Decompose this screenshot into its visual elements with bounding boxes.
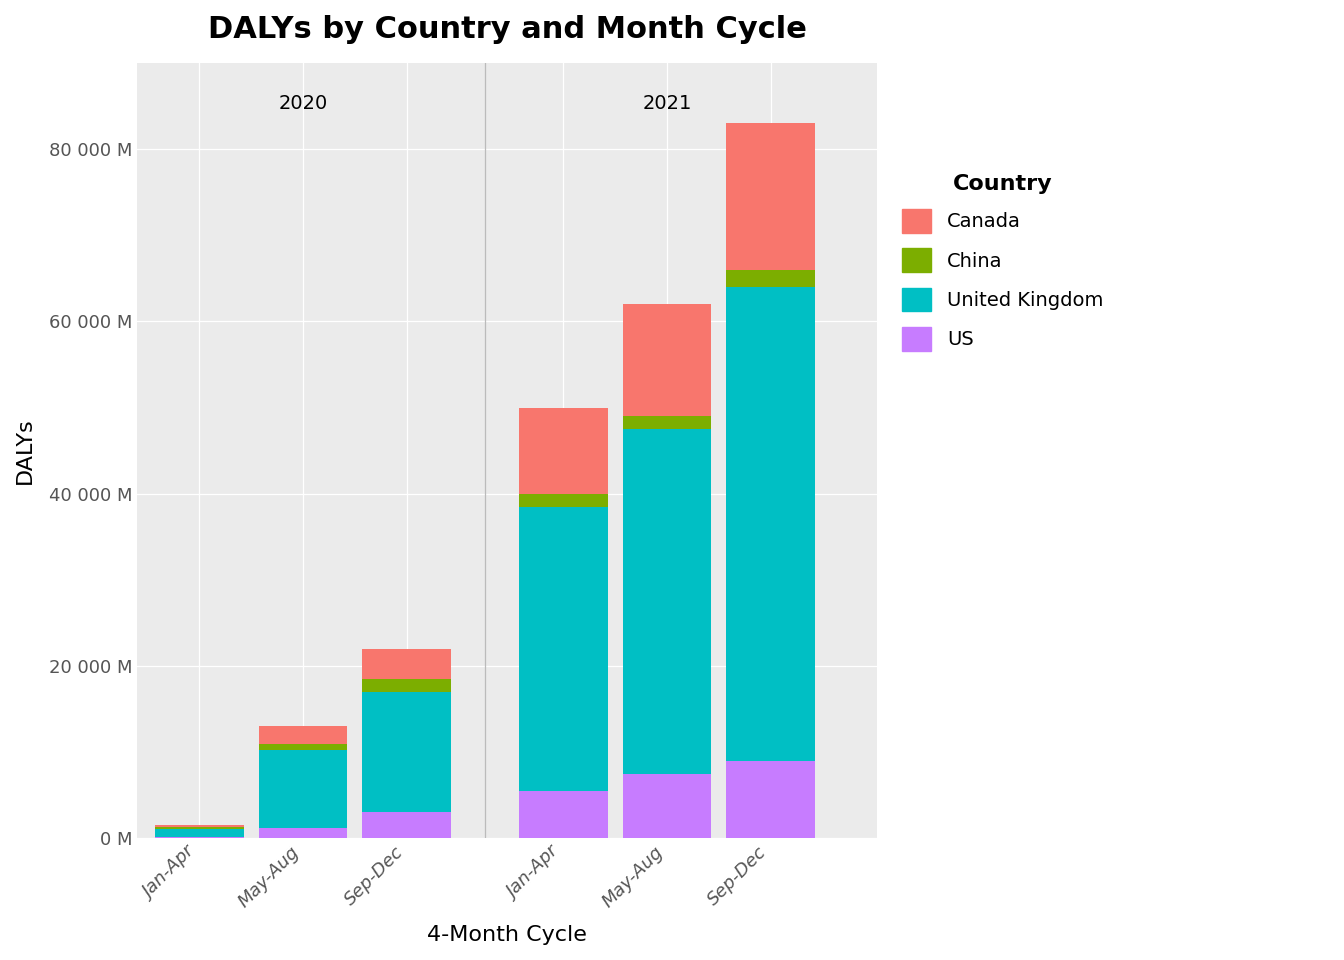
Bar: [519, 493, 607, 507]
Bar: [519, 507, 607, 791]
Bar: [258, 828, 348, 838]
Bar: [155, 828, 243, 837]
Bar: [622, 417, 711, 429]
Title: DALYs by Country and Month Cycle: DALYs by Country and Month Cycle: [208, 15, 806, 44]
Bar: [519, 791, 607, 838]
Bar: [519, 408, 607, 493]
Bar: [363, 692, 452, 812]
Bar: [726, 123, 814, 270]
Bar: [258, 727, 348, 744]
Bar: [726, 287, 814, 760]
Bar: [363, 679, 452, 692]
Bar: [622, 429, 711, 774]
Bar: [726, 760, 814, 838]
Bar: [622, 304, 711, 417]
X-axis label: 4-Month Cycle: 4-Month Cycle: [427, 925, 587, 945]
Bar: [258, 751, 348, 828]
Bar: [363, 812, 452, 838]
Bar: [726, 270, 814, 287]
Bar: [363, 649, 452, 679]
Bar: [622, 774, 711, 838]
Y-axis label: DALYs: DALYs: [15, 418, 35, 484]
Bar: [258, 744, 348, 751]
Legend: Canada, China, United Kingdom, US: Canada, China, United Kingdom, US: [894, 166, 1111, 358]
Text: 2021: 2021: [642, 94, 692, 113]
Bar: [155, 826, 243, 828]
Text: 2020: 2020: [278, 94, 328, 113]
